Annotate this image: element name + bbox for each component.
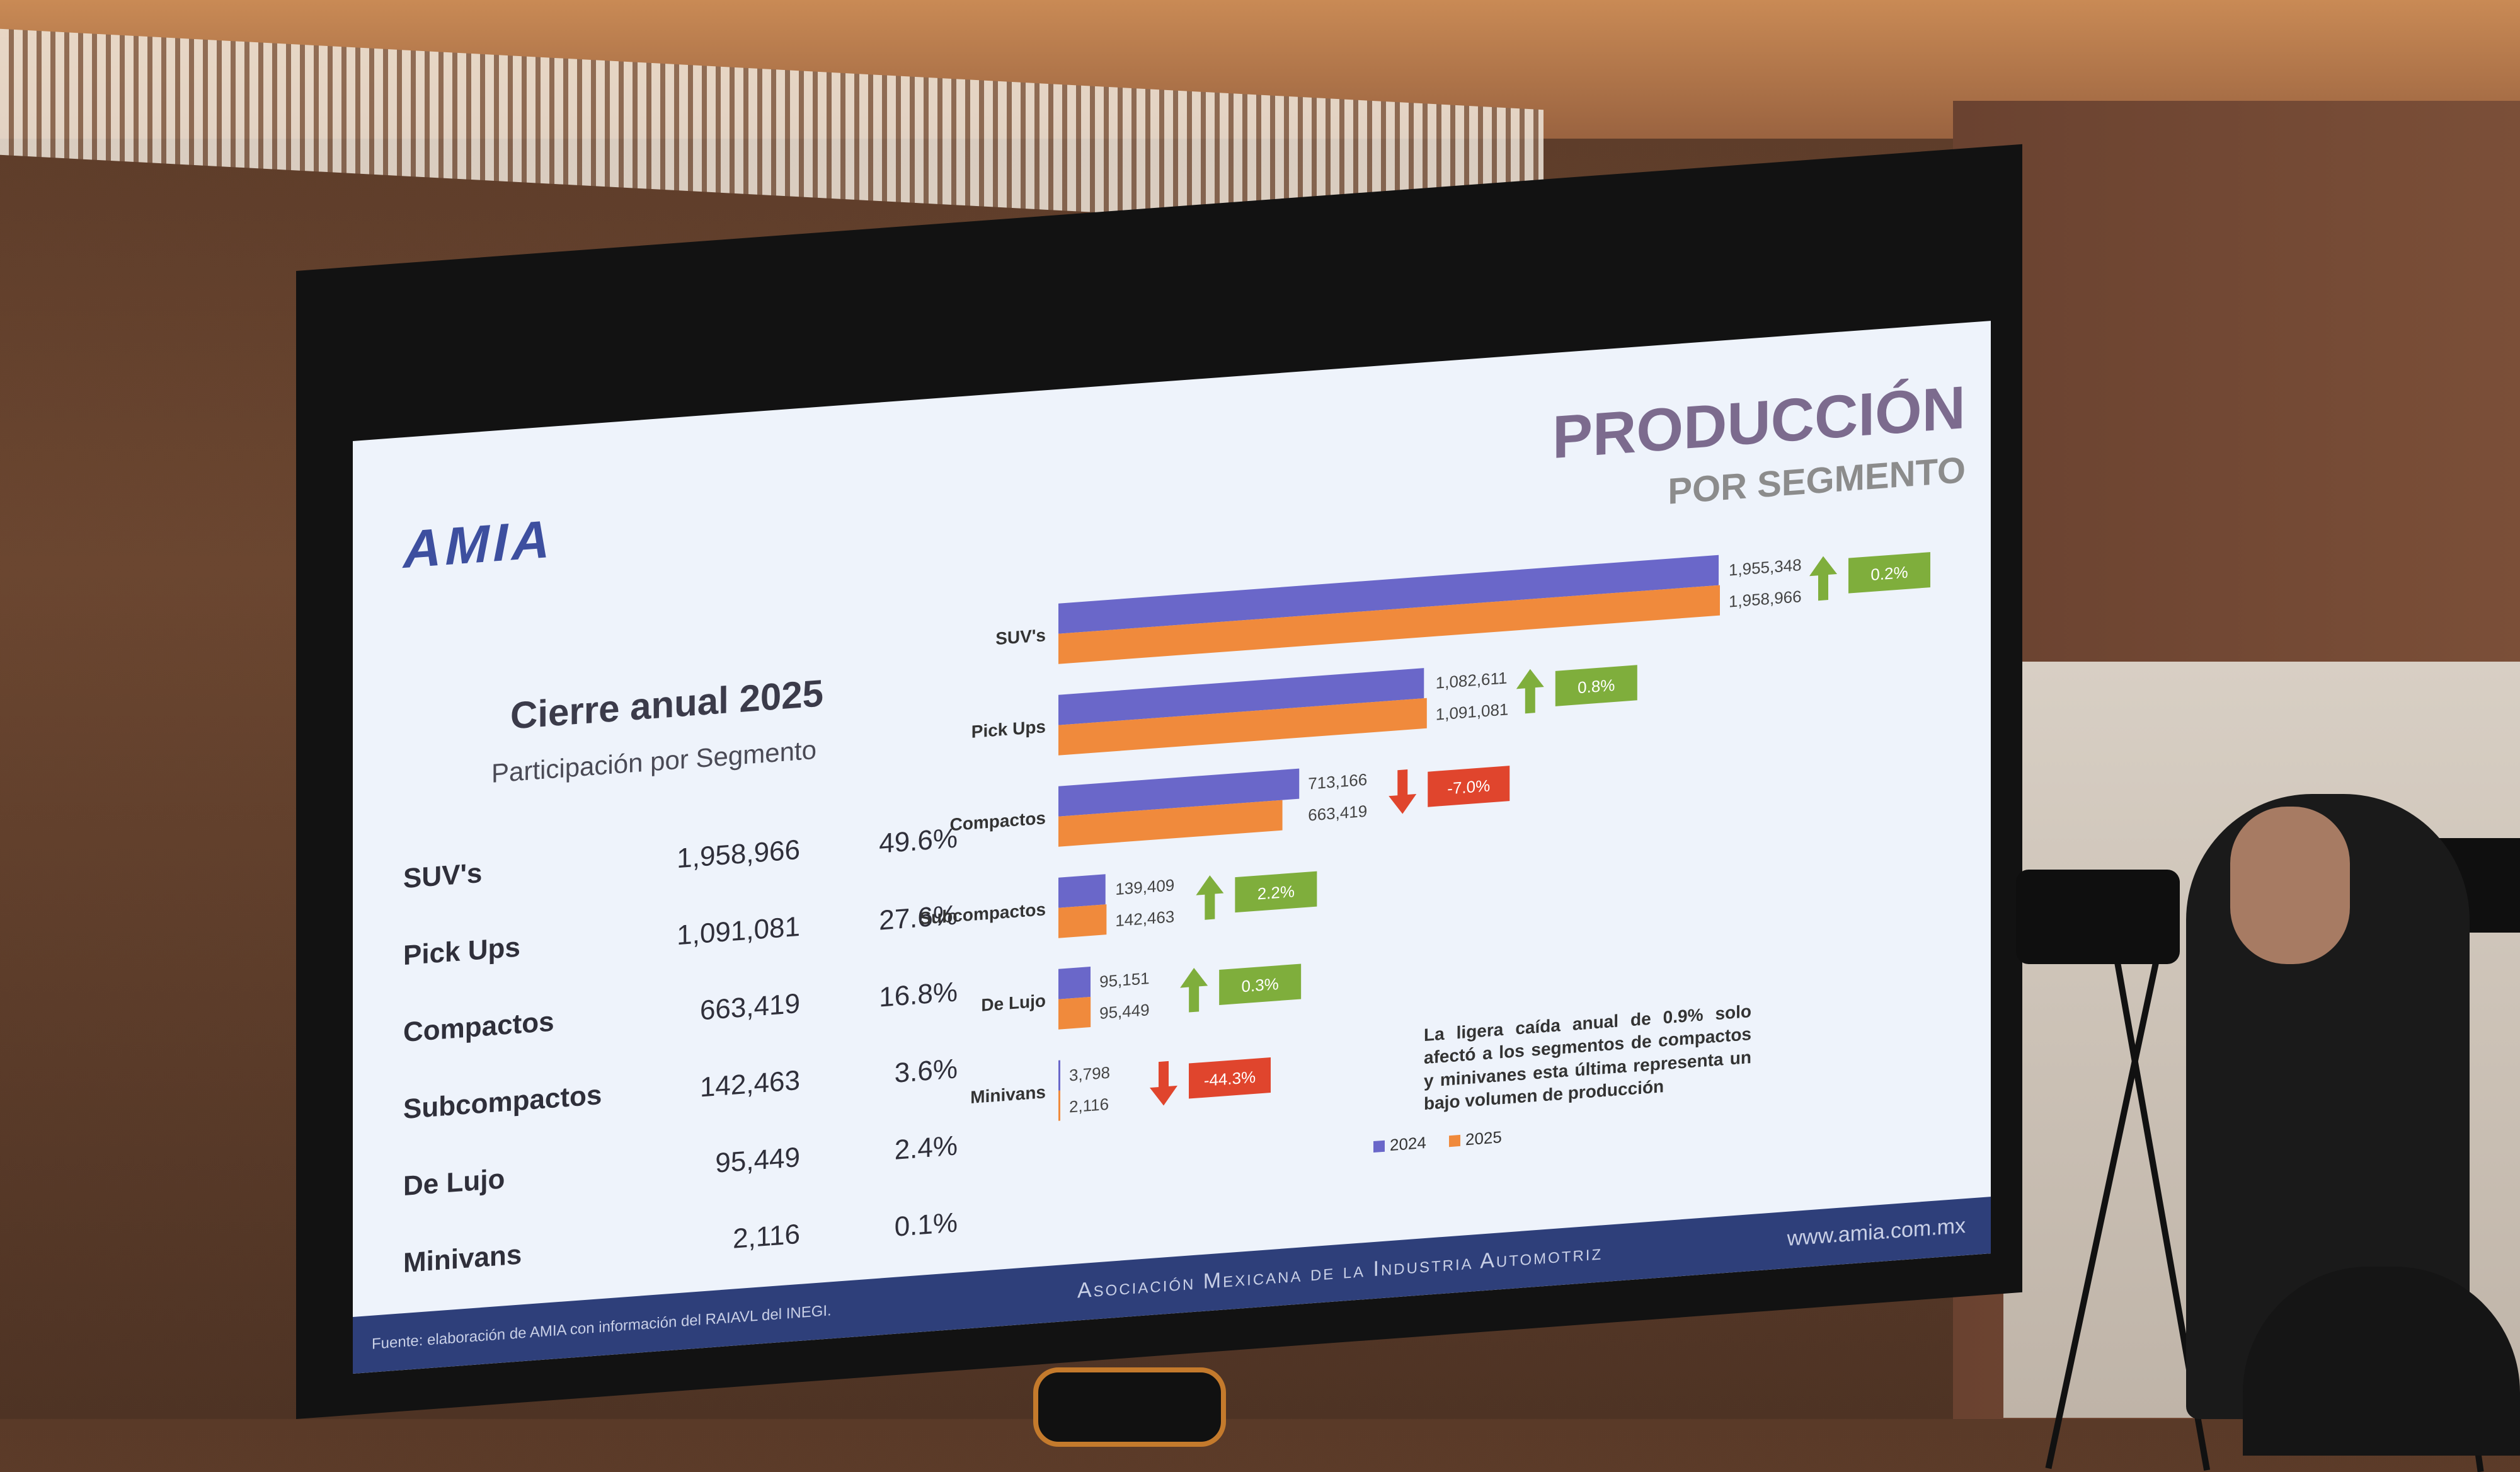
data-label-2024: 1,955,348	[1729, 555, 1802, 579]
category-label: SUV's	[995, 625, 1046, 648]
section-title: Cierre anual 2025	[510, 672, 823, 737]
data-label-2024: 95,151	[1099, 969, 1149, 991]
segment-name: Compactos	[403, 1006, 554, 1049]
arrow-up-icon	[1180, 967, 1208, 1013]
arrow-up-icon	[1516, 669, 1544, 714]
projected-slide: AMIA PRODUCCIÓN POR SEGMENTO Cierre anua…	[353, 321, 1991, 1374]
segment-name: Subcompactos	[403, 1079, 602, 1125]
category-label: Pick Ups	[971, 716, 1046, 742]
smartphone	[1033, 1367, 1226, 1447]
data-label-2025: 2,116	[1069, 1095, 1109, 1117]
bar-2025	[1058, 904, 1107, 938]
segment-name: Minivans	[403, 1239, 522, 1279]
data-label-2024: 713,166	[1308, 770, 1367, 793]
change-badge	[1428, 766, 1510, 807]
video-camera	[2016, 870, 2180, 964]
bar-2025	[1058, 698, 1427, 756]
section-subtitle: Participación por Segmento	[491, 734, 816, 788]
bar-2024	[1058, 768, 1300, 817]
change-label: 0.8%	[1578, 676, 1615, 697]
segment-value: 2,116	[733, 1218, 800, 1255]
category-label: Subcompactos	[920, 899, 1046, 928]
bar-2025	[1058, 585, 1720, 664]
bar-2025	[1058, 996, 1091, 1030]
change-label: 0.3%	[1242, 974, 1279, 996]
bar-2024	[1058, 874, 1106, 908]
change-badge	[1189, 1057, 1271, 1099]
legend-swatch-2025	[1449, 1134, 1460, 1147]
data-label-2025: 1,958,966	[1729, 587, 1802, 611]
change-badge	[1555, 665, 1637, 706]
change-label: -44.3%	[1204, 1067, 1256, 1090]
bar-2024	[1058, 668, 1424, 725]
bar-2024	[1058, 967, 1091, 999]
segment-value: 1,958,966	[677, 834, 800, 875]
segment-table: SUV's 1,958,966 49.6% Pick Ups 1,091,081…	[403, 800, 958, 1302]
arrow-up-icon	[1809, 556, 1837, 601]
change-label: 0.2%	[1870, 563, 1908, 584]
change-label: -7.0%	[1447, 776, 1490, 798]
legend-label-2024: 2024	[1390, 1133, 1426, 1154]
data-label-2024: 139,409	[1115, 875, 1174, 899]
arrow-down-icon	[1150, 1061, 1177, 1106]
person-head	[2230, 807, 2350, 964]
data-label-2024: 1,082,611	[1436, 668, 1508, 692]
data-label-2025: 142,463	[1115, 907, 1174, 930]
bar-2024	[1058, 555, 1719, 634]
data-label-2025: 1,091,081	[1436, 699, 1509, 723]
data-label-2025: 663,419	[1308, 802, 1367, 825]
category-label: Compactos	[950, 808, 1046, 834]
segment-value: 142,463	[699, 1064, 800, 1103]
bar-2025	[1058, 800, 1283, 847]
arrow-up-icon	[1196, 875, 1224, 920]
change-badge	[1848, 552, 1930, 594]
segment-value: 1,091,081	[677, 911, 800, 952]
legend-swatch-2024	[1373, 1140, 1385, 1153]
bar-2024	[1058, 1060, 1060, 1091]
segment-value: 95,449	[715, 1141, 800, 1179]
footer-url: www.amia.com.mx	[1787, 1214, 1966, 1251]
production-bar-chart: SUV's 1,955,348 1,958,966 0.2% Pick Ups 1,082…	[920, 552, 1930, 1154]
category-label: Minivans	[970, 1082, 1046, 1107]
segment-name: Pick Ups	[403, 931, 520, 972]
amia-logo: AMIA	[403, 509, 554, 580]
change-label: 2.2%	[1257, 882, 1295, 903]
arrow-down-icon	[1389, 769, 1417, 814]
change-badge	[1235, 871, 1317, 913]
data-label-2025: 95,449	[1099, 1000, 1149, 1023]
legend-label-2025: 2025	[1465, 1127, 1502, 1149]
segment-name: De Lujo	[403, 1163, 505, 1202]
data-label-2024: 3,798	[1069, 1063, 1110, 1085]
category-label: De Lujo	[981, 991, 1046, 1015]
bar-2025	[1058, 1090, 1060, 1121]
change-badge	[1219, 963, 1302, 1006]
segment-name: SUV's	[403, 857, 483, 895]
segment-value: 663,419	[699, 987, 800, 1026]
